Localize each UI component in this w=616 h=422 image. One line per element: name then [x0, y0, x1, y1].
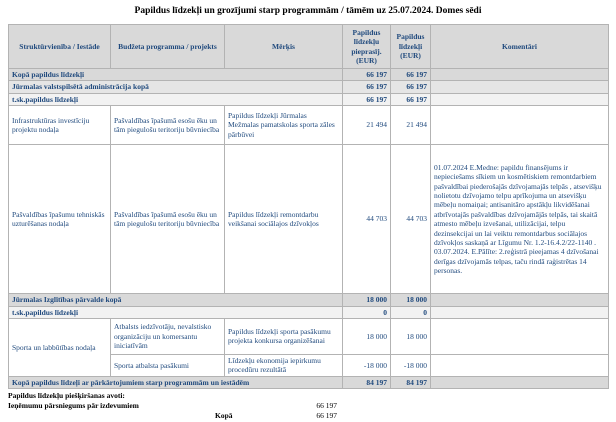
tsk-izglitiba-comment [430, 305, 609, 319]
sport-b-comment [430, 353, 609, 377]
row-grand-total: Kopā papildus līdzeļi ar pārkārtojumiem … [8, 375, 609, 390]
row-tsk-admin: t.sk.papildus līdzekļi 66 197 66 197 [8, 92, 609, 107]
col-header-allocated: Papildus līdzekļi (EUR) [390, 24, 431, 69]
sport-b-allocated: -18 000 [390, 353, 431, 377]
row-tsk-izglitiba: t.sk.papildus līdzekļi 0 0 [8, 305, 609, 319]
sport-a-program: Atbalsts iedzīvotāju, nevalstisko organi… [110, 317, 225, 355]
document-title: Papildus līdzekļi un grozījumi starp pro… [134, 6, 482, 16]
tsk-izglitiba-allocated: 0 [390, 305, 431, 319]
row-infrastructure: Infrastruktūras investīciju projektu nod… [8, 105, 609, 146]
tsk-admin-comment [430, 92, 609, 107]
funding-source-label: Ieņēmumu pārsniegums pār izdevumiem [8, 401, 139, 410]
funding-total-value: 66 197 [316, 411, 337, 420]
row-sport-initiatives: Sporta un labbūtības nodaļa Atbalsts ied… [8, 317, 609, 377]
grand-total-label: Kopā papildus līdzeļi ar pārkārtojumiem … [8, 375, 343, 390]
total-top-comment [430, 67, 609, 82]
row-admin-total: Jūrmalas valstspilsētā administrācija ko… [8, 80, 609, 94]
row-technical-maintenance: Pašvaldības īpašumu tehniskās uzturēšana… [8, 144, 609, 295]
admin-total-comment [430, 80, 609, 94]
admin-total-allocated: 66 197 [390, 80, 431, 94]
izglitiba-total-allocated: 18 000 [390, 293, 431, 307]
tsk-izglitiba-label: t.sk.papildus līdzekļi [8, 305, 343, 319]
sport-department: Sporta un labbūtības nodaļa [8, 317, 111, 377]
header-row: Struktūrvienība / Iestāde Budžeta progra… [8, 24, 609, 69]
sport-b-purpose: Līdzekļu ekonomija iepirkumu procedūru r… [224, 353, 343, 377]
row-total-top: Kopā papildus līdzekļi 66 197 66 197 [8, 67, 609, 82]
col-header-structure: Struktūrvienība / Iestāde [8, 24, 111, 69]
funding-sources-heading: Papildus līdzekļu piešķiršanas avoti: [8, 391, 125, 400]
sport-b-program: Sporta atbalsta pasākumi [110, 353, 225, 377]
col-header-comments: Komentāri [430, 24, 609, 69]
sport-a-requested: 18 000 [342, 317, 391, 355]
row-izglitiba-total: Jūrmalas Izglītības pārvalde kopā 18 000… [8, 293, 609, 307]
total-top-requested: 66 197 [342, 67, 391, 82]
tech-department: Pašvaldības īpašumu tehniskās uzturēšana… [8, 144, 111, 295]
tech-purpose: Papildus līdzekļi remontdarbu veikšanai … [224, 144, 343, 295]
col-header-requested: Papildus līdzekļu pieprasīj. (EUR) [342, 24, 391, 69]
tsk-admin-allocated: 66 197 [390, 92, 431, 107]
infra-requested: 21 494 [342, 105, 391, 146]
budget-table: Struktūrvienība / Iestāde Budžeta progra… [8, 24, 609, 390]
infra-program: Pašvaldības īpašumā esošu ēku un tām pie… [110, 105, 225, 146]
admin-total-requested: 66 197 [342, 80, 391, 94]
tech-program: Pašvaldības īpašumā esošu ēku un tām pie… [110, 144, 225, 295]
infra-purpose: Papildus līdzekļi Jūrmalas Mežmalas pama… [224, 105, 343, 146]
sport-b-requested: -18 000 [342, 353, 391, 377]
funding-total-label: Kopā [215, 411, 233, 420]
col-header-program: Budžeta programma / projekts [110, 24, 225, 69]
col-header-purpose: Mērķis [224, 24, 343, 69]
izglitiba-total-requested: 18 000 [342, 293, 391, 307]
grand-total-comment [430, 375, 609, 390]
sport-a-purpose: Papildus līdzekļi sporta pasākumu projek… [224, 317, 343, 355]
tech-comment: 01.07.2024 E.Medne: papildu finansējums … [430, 144, 609, 295]
tech-allocated: 44 703 [390, 144, 431, 295]
total-top-allocated: 66 197 [390, 67, 431, 82]
infra-allocated: 21 494 [390, 105, 431, 146]
admin-total-label: Jūrmalas valstspilsētā administrācija ko… [8, 80, 343, 94]
sport-a-allocated: 18 000 [390, 317, 431, 355]
grand-total-requested: 84 197 [342, 375, 391, 390]
tsk-izglitiba-requested: 0 [342, 305, 391, 319]
izglitiba-total-label: Jūrmalas Izglītības pārvalde kopā [8, 293, 343, 307]
grand-total-allocated: 84 197 [390, 375, 431, 390]
infra-comment [430, 105, 609, 146]
izglitiba-total-comment [430, 293, 609, 307]
total-top-label: Kopā papildus līdzekļi [8, 67, 343, 82]
tech-requested: 44 703 [342, 144, 391, 295]
tsk-admin-label: t.sk.papildus līdzekļi [8, 92, 343, 107]
tsk-admin-requested: 66 197 [342, 92, 391, 107]
infra-department: Infrastruktūras investīciju projektu nod… [8, 105, 111, 146]
sport-a-comment [430, 317, 609, 355]
funding-source-value: 66 197 [316, 401, 337, 410]
